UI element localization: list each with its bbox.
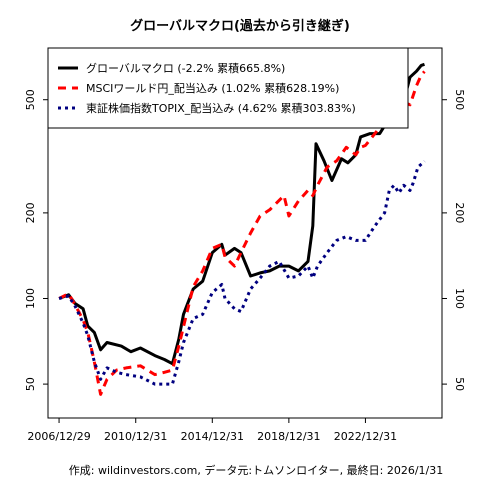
legend-label-3: 東証株価指数TOPIX_配当込み (4.62% 累積303.83%): [86, 101, 356, 115]
chart-title: グローバルマクロ(過去から引き継ぎ): [130, 18, 350, 34]
y-tick-label-right: 100: [453, 288, 466, 309]
x-tick-label: 2014/12/31: [181, 430, 244, 443]
series-line-1: [58, 62, 425, 366]
series-line-2: [58, 70, 426, 396]
x-tick-label: 2022/12/31: [334, 430, 397, 443]
y-tick-label-left: 200: [24, 202, 37, 223]
legend-box: [47, 47, 409, 129]
y-tick-label-left: 100: [24, 288, 37, 309]
series-line-3: [58, 160, 426, 386]
y-tick-label-left: 500: [24, 89, 37, 110]
y-tick-label-right: 200: [453, 202, 466, 223]
y-tick-label-left: 50: [24, 377, 37, 391]
x-tick-label: 2018/12/31: [257, 430, 320, 443]
x-tick-label: 2006/12/29: [27, 430, 90, 443]
y-tick-label-right: 50: [453, 377, 466, 391]
chart-caption: 作成: wildinvestors.com, データ元:トムソンロイター, 最終…: [69, 463, 443, 477]
x-tick-label: 2010/12/31: [104, 430, 167, 443]
legend-label-1: グローバルマクロ (-2.2% 累積665.8%): [86, 61, 285, 75]
legend-label-2: MSCIワールド円_配当込み (1.02% 累積628.19%): [86, 81, 339, 95]
y-tick-label-right: 500: [453, 89, 466, 110]
